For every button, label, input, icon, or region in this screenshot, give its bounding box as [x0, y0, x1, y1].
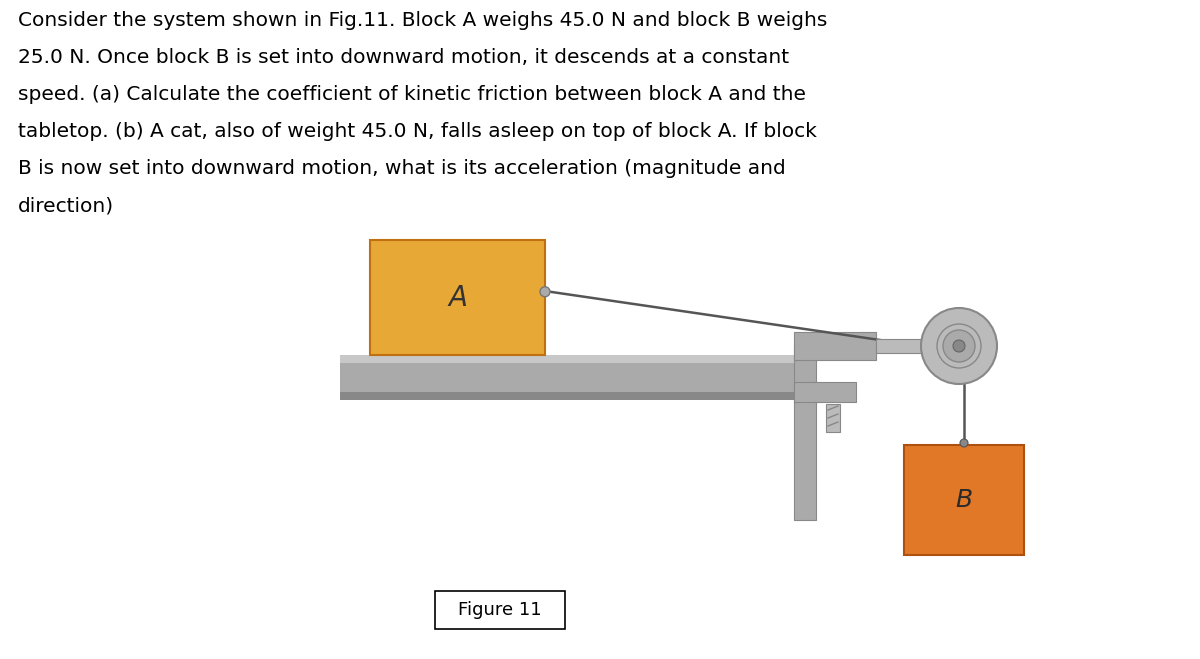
Bar: [826, 404, 840, 432]
Circle shape: [937, 324, 982, 368]
Bar: [794, 332, 876, 360]
Bar: [340, 355, 810, 400]
Text: A: A: [448, 283, 467, 312]
Circle shape: [943, 330, 974, 362]
Bar: [340, 355, 810, 363]
Bar: [904, 445, 1024, 555]
Bar: [876, 339, 922, 353]
Text: Figure 11: Figure 11: [458, 601, 542, 619]
Circle shape: [953, 340, 965, 352]
Text: B is now set into downward motion, what is its acceleration (magnitude and: B is now set into downward motion, what …: [18, 159, 786, 178]
Circle shape: [922, 308, 997, 384]
Bar: [340, 392, 810, 400]
Circle shape: [540, 287, 550, 297]
Text: tabletop. (b) A cat, also of weight 45.0 N, falls asleep on top of block A. If b: tabletop. (b) A cat, also of weight 45.0…: [18, 122, 817, 141]
Bar: [794, 345, 816, 520]
Text: B: B: [955, 488, 972, 512]
Text: Consider the system shown in Fig.11. Block A weighs 45.0 N and block B weighs: Consider the system shown in Fig.11. Blo…: [18, 11, 827, 30]
Text: speed. (a) Calculate the coefficient of kinetic friction between block A and the: speed. (a) Calculate the coefficient of …: [18, 85, 806, 104]
Bar: [436, 591, 565, 629]
Circle shape: [960, 439, 968, 447]
Text: 25.0 N. Once block B is set into downward motion, it descends at a constant: 25.0 N. Once block B is set into downwar…: [18, 48, 790, 67]
Bar: [370, 240, 545, 355]
Text: direction): direction): [18, 196, 114, 215]
Bar: [794, 382, 856, 402]
